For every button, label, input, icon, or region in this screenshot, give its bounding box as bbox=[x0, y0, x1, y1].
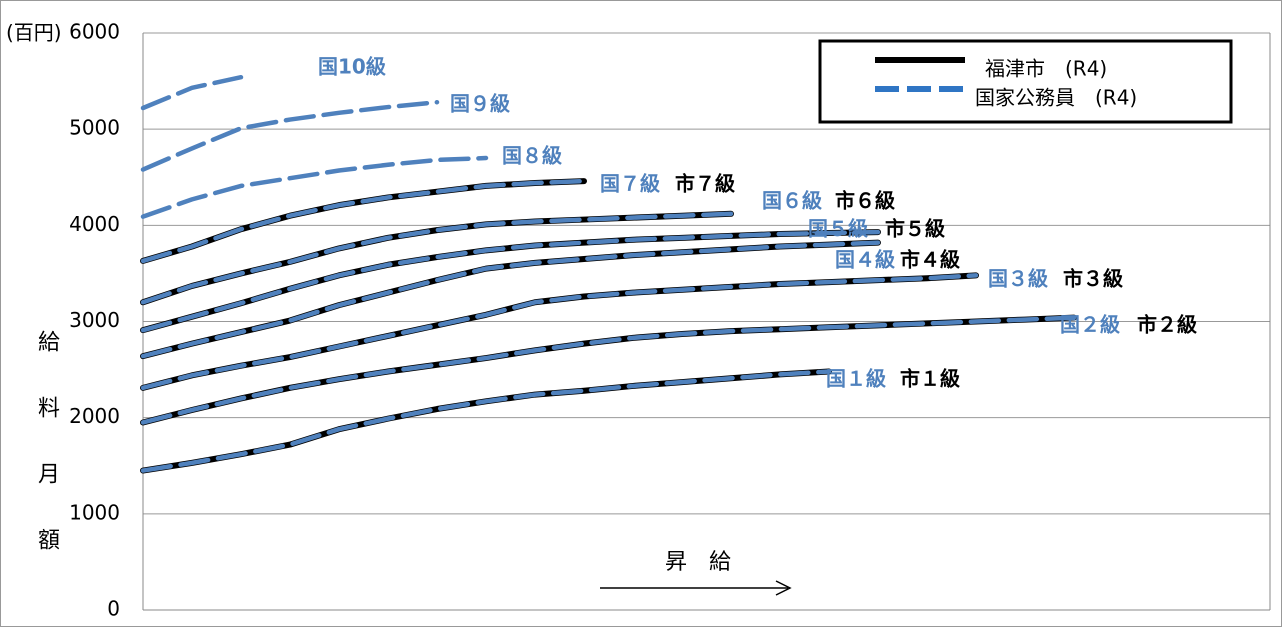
series-label: 国１級 bbox=[826, 367, 886, 391]
y-tick-label: 5000 bbox=[69, 116, 120, 140]
series-line bbox=[140, 99, 440, 172]
series-label: 国10級 bbox=[318, 55, 386, 79]
series-line bbox=[140, 74, 244, 111]
series-label: 市３級 bbox=[1063, 267, 1123, 291]
series-label: 市２級 bbox=[1137, 313, 1197, 337]
series-label: 市１級 bbox=[900, 367, 960, 391]
series-line bbox=[140, 315, 1077, 425]
series-label: 国８級 bbox=[502, 144, 562, 168]
series-line bbox=[140, 178, 587, 264]
series-label: 市６級 bbox=[835, 189, 895, 213]
series-line bbox=[140, 155, 489, 219]
y-tick-label: 1000 bbox=[69, 500, 120, 524]
arrow-head bbox=[775, 580, 792, 596]
y-unit-label: (百円) bbox=[6, 21, 62, 45]
y-tick-label: 3000 bbox=[69, 308, 120, 332]
series-label: 国４級 bbox=[835, 248, 895, 272]
series-label: 国６級 bbox=[762, 189, 822, 213]
series-label: 国９級 bbox=[450, 92, 510, 116]
legend-label: 福津市 (R4) bbox=[985, 57, 1107, 81]
legend-label: 国家公務員 (R4) bbox=[975, 86, 1137, 110]
series-line bbox=[140, 369, 832, 473]
legend-box bbox=[818, 39, 1233, 124]
series-line bbox=[140, 240, 881, 359]
annotation: 昇 給 bbox=[665, 550, 731, 575]
y-tick-label: 2000 bbox=[69, 404, 120, 428]
y-tick-label: 0 bbox=[107, 597, 120, 621]
series-label: 市４級 bbox=[900, 248, 960, 272]
series-line bbox=[140, 211, 734, 305]
series-label: 市７級 bbox=[675, 172, 735, 196]
series-label: 市５級 bbox=[885, 217, 945, 241]
series-label: 国５級 bbox=[808, 217, 868, 241]
y-tick-label: 6000 bbox=[69, 20, 120, 44]
series-line bbox=[140, 229, 881, 333]
y-axis-label: 給料月額 bbox=[34, 330, 60, 594]
y-tick-label: 4000 bbox=[69, 212, 120, 236]
series-label: 国２級 bbox=[1060, 313, 1120, 337]
series-label: 国７級 bbox=[600, 172, 660, 196]
series-line bbox=[140, 273, 979, 391]
series-label: 国３級 bbox=[988, 267, 1048, 291]
